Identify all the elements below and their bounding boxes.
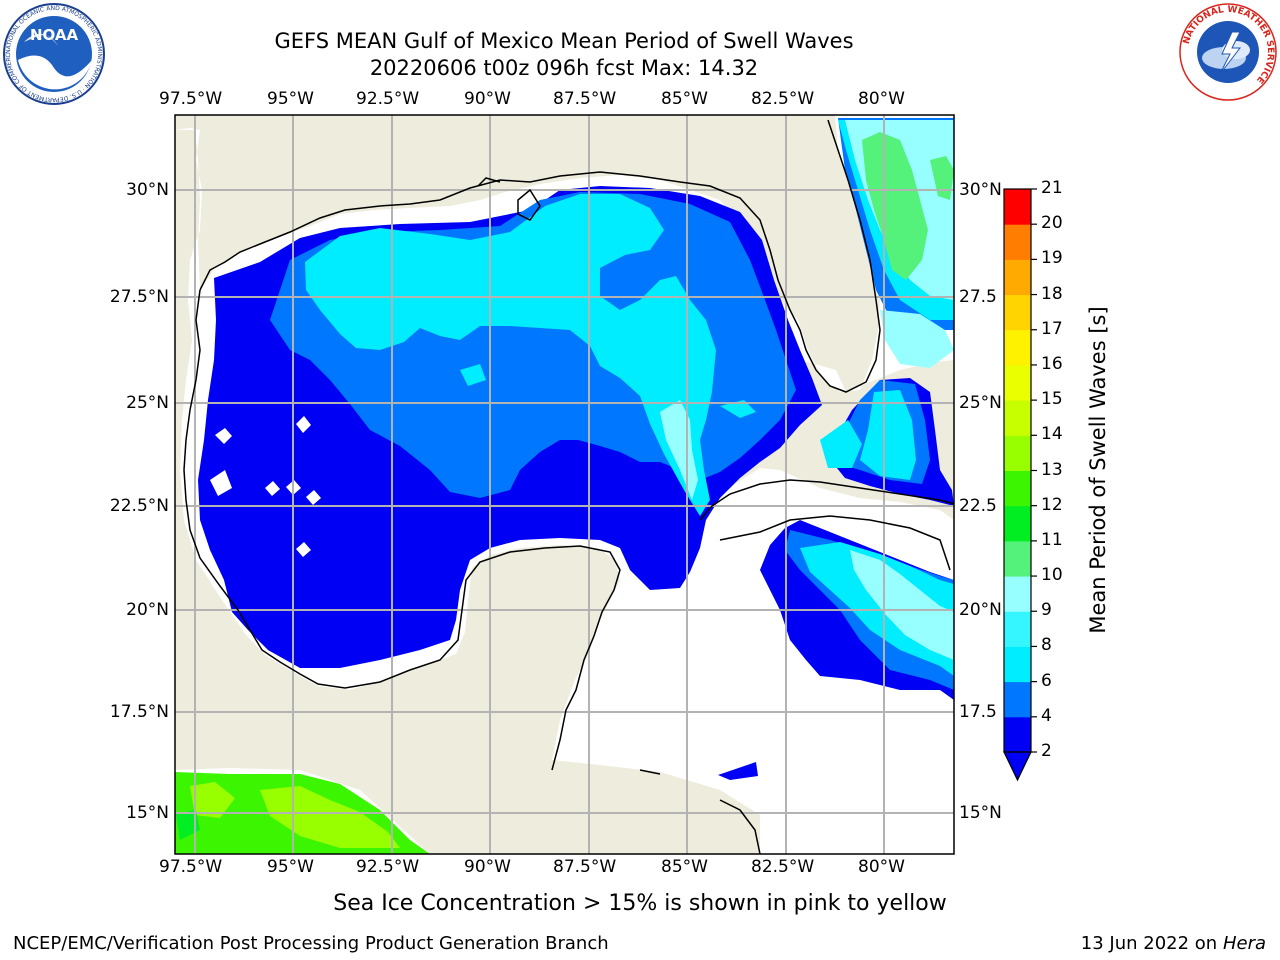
lon-label-top: 92.5°W — [356, 89, 420, 109]
lat-label-left: 22.5°N — [109, 496, 169, 516]
lon-label-bottom: 92.5°W — [356, 857, 420, 877]
lon-label-bottom: 87.5°W — [553, 857, 617, 877]
lat-label-right: 22.5 — [959, 496, 997, 516]
lat-label-right: 25°N — [959, 393, 1002, 413]
colorbar-segment — [1004, 224, 1031, 260]
lon-label-top: 87.5°W — [553, 89, 617, 109]
colorbar-segment — [1004, 400, 1031, 436]
colorbar-segment — [1004, 435, 1031, 471]
lon-label-bottom: 95°W — [267, 857, 314, 877]
map-title: GEFS MEAN Gulf of Mexico Mean Period of … — [274, 29, 854, 53]
map-frame — [174, 114, 955, 855]
lon-label-bottom: 97.5°W — [159, 857, 223, 877]
machine-name: Hera — [1222, 933, 1266, 954]
colorbar-tick-label: 14 — [1041, 424, 1063, 445]
colorbar-segment — [1004, 329, 1031, 366]
lon-label-top: 85°W — [661, 89, 708, 109]
colorbar-tick-label: 18 — [1041, 283, 1063, 304]
colorbar-extend-arrow — [1003, 751, 1032, 782]
lat-label-left: 15°N — [126, 803, 169, 823]
colorbar-tick-label: 21 — [1041, 178, 1063, 198]
colorbar-segment — [1004, 576, 1031, 612]
lat-label-left: 25°N — [126, 393, 169, 413]
map-area — [175, 115, 954, 854]
colorbar-tick-label: 2 — [1041, 741, 1052, 761]
colorbar-tick-label: 20 — [1041, 213, 1063, 234]
colorbar — [1003, 188, 1037, 782]
colorbar-segment — [1004, 646, 1031, 683]
colorbar-tick-label: 12 — [1041, 494, 1063, 515]
colorbar-segment — [1004, 540, 1031, 577]
colorbar-tick-label: 19 — [1041, 248, 1063, 269]
date-text: 13 Jun 2022 on — [1080, 933, 1218, 954]
lon-label-bottom: 82.5°W — [751, 857, 815, 877]
colorbar-tick-label: 15 — [1041, 389, 1063, 410]
graticule — [175, 115, 954, 854]
lon-label-bottom: 80°W — [858, 857, 905, 877]
colorbar-segment — [1004, 611, 1031, 647]
colorbar-tick-label: 17 — [1041, 318, 1063, 339]
colorbar-segment — [1004, 294, 1031, 331]
colorbar-segment — [1004, 470, 1031, 507]
lat-label-right: 30°N — [959, 180, 1002, 200]
noaa-logo: NATIONAL OCEANIC AND ATMOSPHERIC ADMINIS… — [2, 2, 105, 105]
sea-ice-note: Sea Ice Concentration > 15% is shown in … — [333, 891, 947, 916]
colorbar-segment — [1004, 681, 1031, 718]
colorbar-tick-label: 11 — [1041, 529, 1063, 550]
lat-label-right: 15°N — [959, 803, 1002, 823]
lat-label-left: 17.5°N — [109, 702, 169, 722]
lat-label-left: 20°N — [126, 600, 169, 620]
coastlines — [183, 119, 954, 854]
lon-label-top: 97.5°W — [159, 89, 223, 109]
map-subtitle: 20220606 t00z 096h fcst Max: 14.32 — [369, 56, 759, 80]
colorbar-label: Mean Period of Swell Waves [s] — [1086, 306, 1110, 634]
colorbar-tick-label: 6 — [1041, 670, 1052, 691]
colorbar-segment — [1004, 505, 1031, 542]
credit-text: NCEP/EMC/Verification Post Processing Pr… — [13, 933, 609, 954]
lon-label-top: 90°W — [464, 89, 511, 109]
colorbar-tick-label: 9 — [1041, 600, 1052, 621]
colorbar-tick-label: 4 — [1041, 705, 1052, 726]
lat-label-right: 17.5 — [959, 702, 997, 722]
lon-label-bottom: 90°W — [464, 857, 511, 877]
colorbar-tick-label: 13 — [1041, 459, 1063, 480]
date-stamp: 13 Jun 2022 on Hera — [1081, 933, 1266, 954]
lon-label-top: 95°W — [267, 89, 314, 109]
colorbar-segment — [1004, 364, 1031, 401]
lat-label-right: 20°N — [959, 600, 1002, 620]
lat-label-left: 30°N — [126, 180, 169, 200]
colorbar-segment — [1004, 189, 1031, 225]
noaa-logo-text: NOAA — [30, 26, 79, 44]
no-data-patches — [210, 416, 321, 557]
colorbar-segment — [1004, 259, 1031, 296]
colorbar-tick-label: 8 — [1041, 635, 1052, 656]
lon-label-top: 82.5°W — [751, 89, 815, 109]
colorbar-segment — [1004, 716, 1031, 753]
colorbar-tick-label: 16 — [1041, 353, 1063, 374]
lon-label-top: 80°W — [858, 89, 905, 109]
lat-label-right: 27.5 — [959, 287, 997, 307]
lon-label-bottom: 85°W — [661, 857, 708, 877]
nws-logo: NATIONAL WEATHER SERVICE — [1179, 3, 1277, 101]
colorbar-tick-label: 10 — [1041, 565, 1063, 586]
lat-label-left: 27.5°N — [109, 287, 169, 307]
